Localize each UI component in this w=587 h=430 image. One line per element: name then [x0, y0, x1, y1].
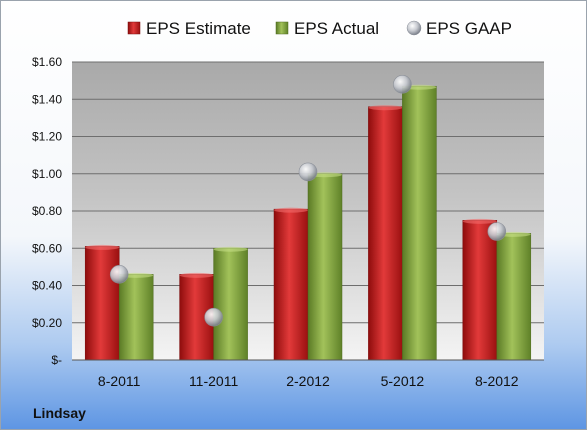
- bar-top-highlight: [274, 207, 308, 213]
- x-tick-label: 8-2011: [98, 373, 141, 389]
- bar-eps-actual-11-2011: [213, 248, 248, 361]
- bar-top-highlight: [179, 272, 214, 278]
- bar-eps-estimate-8-2012: [462, 220, 498, 361]
- marker-eps-gaap-11-2011: [204, 307, 223, 327]
- legend-label-eps-estimate: EPS Estimate: [146, 19, 251, 38]
- y-tick-label: $-: [51, 353, 62, 367]
- bar-eps-estimate-8-2011: [84, 246, 120, 361]
- marker-eps-gaap-8-2011: [109, 265, 129, 284]
- bar-eps-actual-2-2012: [307, 173, 343, 361]
- gaap-markers-layer: [109, 75, 507, 327]
- bars-layer: [84, 84, 532, 361]
- legend-label-eps-actual: EPS Actual: [294, 19, 379, 38]
- x-tick-label: 11-2011: [189, 373, 239, 389]
- bar-eps-actual-8-2012: [496, 233, 532, 361]
- y-axis-ticks: $- $0.20 $0.40 $0.60 $0.80 $1.00 $1.20 $1.40 $1.…: [32, 55, 62, 367]
- y-tick-label: $1.40: [32, 92, 62, 106]
- y-tick-label: $0.80: [32, 204, 62, 218]
- x-tick-label: 8-2012: [475, 373, 519, 389]
- x-tick-label: 2-2012: [286, 373, 330, 389]
- legend-swatch-eps-estimate: [127, 21, 141, 35]
- legend: EPS Estimate EPS Actual EPS GAAP: [127, 19, 512, 38]
- marker-eps-gaap-2-2012: [298, 162, 318, 182]
- bar-top-highlight: [368, 105, 403, 111]
- y-tick-label: $0.60: [32, 241, 62, 255]
- bar-top-highlight: [462, 218, 497, 224]
- y-tick-label: $1.20: [32, 130, 62, 144]
- legend-swatch-eps-gaap: [406, 20, 422, 36]
- company-label: Lindsay: [33, 405, 86, 421]
- bar-top-highlight: [213, 246, 248, 252]
- marker-eps-gaap-8-2012: [487, 222, 507, 241]
- bar-eps-actual-8-2011: [118, 274, 154, 361]
- bar-eps-actual-5-2012: [402, 85, 437, 361]
- y-tick-label: $1.00: [32, 167, 62, 181]
- bar-top-highlight: [85, 244, 120, 250]
- bar-eps-estimate-2-2012: [273, 208, 309, 361]
- marker-eps-gaap-5-2012: [393, 75, 412, 94]
- y-tick-label: $0.40: [32, 279, 62, 293]
- y-tick-label: $1.60: [32, 55, 62, 69]
- legend-label-eps-gaap: EPS GAAP: [426, 19, 512, 38]
- x-axis-ticks: 8-2011 11-2011 2-2012 5-2012 8-2012: [98, 373, 519, 389]
- legend-swatch-eps-actual: [275, 21, 289, 35]
- bar-eps-estimate-5-2012: [368, 106, 403, 361]
- y-tick-label: $0.20: [32, 316, 62, 330]
- x-tick-label: 5-2012: [381, 373, 425, 389]
